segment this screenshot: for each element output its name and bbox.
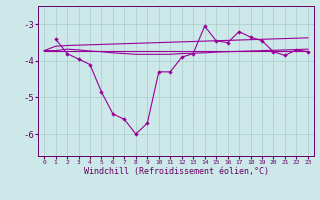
X-axis label: Windchill (Refroidissement éolien,°C): Windchill (Refroidissement éolien,°C) bbox=[84, 167, 268, 176]
